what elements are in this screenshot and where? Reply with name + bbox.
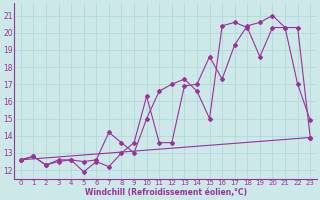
X-axis label: Windchill (Refroidissement éolien,°C): Windchill (Refroidissement éolien,°C)	[84, 188, 246, 197]
